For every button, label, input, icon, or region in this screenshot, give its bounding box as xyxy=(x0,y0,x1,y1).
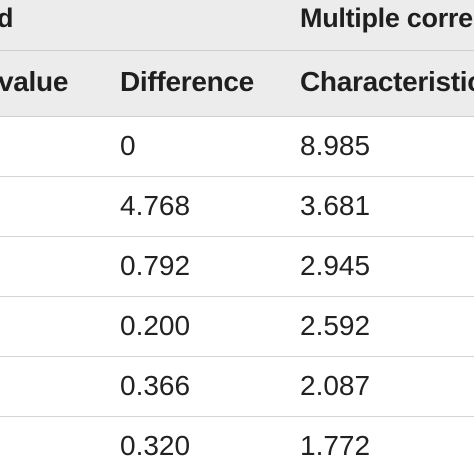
cell-difference: 0 xyxy=(120,130,136,161)
cell-difference: 0.792 xyxy=(120,250,191,281)
table-row: 0 8.985 xyxy=(0,117,474,177)
cell-characteristic: 3.681 xyxy=(300,190,371,221)
cell-difference: 0.366 xyxy=(120,370,191,401)
cell-characteristic: 1.772 xyxy=(300,430,371,461)
table-row: 0.792 2.945 xyxy=(0,237,474,297)
group-header-multiple-correspondence: Multiple corre xyxy=(300,3,473,33)
column-header-value: value xyxy=(0,66,69,97)
table-row: 0.366 2.087 xyxy=(0,357,474,417)
cell-characteristic: 2.592 xyxy=(300,310,371,341)
group-header-left: d xyxy=(0,3,14,33)
cell-difference: 4.768 xyxy=(120,190,191,221)
cell-difference: 0.200 xyxy=(120,310,191,341)
cell-characteristic: 2.945 xyxy=(300,250,371,281)
group-header-row: d Multiple corre xyxy=(0,0,474,51)
table-row: 0.320 1.772 xyxy=(0,417,474,474)
table-row: 0.200 2.592 xyxy=(0,297,474,357)
cell-characteristic: 8.985 xyxy=(300,130,371,161)
column-header-row: value Difference Characteristic xyxy=(0,51,474,117)
column-header-characteristic: Characteristic xyxy=(300,66,474,97)
cell-difference: 0.320 xyxy=(120,430,191,461)
table-row: 4.768 3.681 xyxy=(0,177,474,237)
cell-characteristic: 2.087 xyxy=(300,370,371,401)
column-header-difference: Difference xyxy=(120,66,254,97)
